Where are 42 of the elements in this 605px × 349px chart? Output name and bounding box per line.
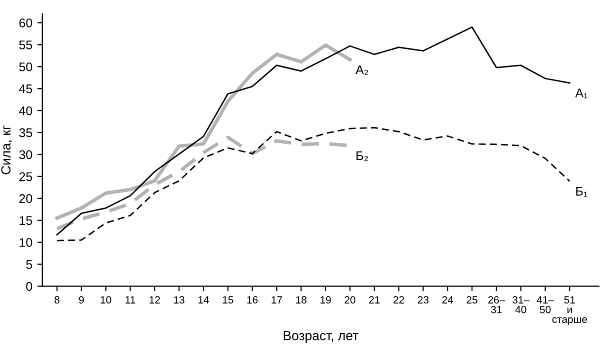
x-tick-label: 9	[79, 296, 84, 304]
series-label: Б₁	[576, 186, 588, 197]
line-series	[56, 126, 570, 242]
y-tick-label: 20	[19, 194, 32, 204]
series-label: Б₂	[356, 151, 368, 162]
y-tick-label: 25	[19, 172, 32, 182]
x-tick-label: 17	[272, 296, 282, 304]
y-tick-label: 55	[19, 40, 32, 50]
y-tick-label: 15	[20, 216, 32, 225]
x-tick-label: 8	[54, 296, 60, 304]
series-label: А₂	[356, 65, 368, 76]
y-tick-label: 5	[26, 260, 32, 269]
x-tick-label: 19	[320, 296, 331, 304]
y-tick-label: 10	[20, 238, 32, 247]
x-tick-label: 14	[198, 296, 209, 304]
y-tick-label: 60	[19, 18, 32, 28]
y-tick-label: 50	[19, 62, 32, 72]
x-tick-label: 18	[296, 296, 306, 304]
x-tick-label: 10	[100, 296, 112, 304]
x-tick-label: 24	[442, 296, 454, 304]
y-axis-title: Сила, кг	[1, 126, 12, 174]
series-label: А₁	[575, 88, 588, 98]
x-tick-label: 12	[150, 296, 160, 304]
x-tick-label: 26–31	[488, 296, 506, 314]
y-tick-label: 30	[19, 150, 32, 160]
x-tick-label: 16	[247, 296, 258, 304]
x-tick-label: 20	[344, 296, 356, 304]
x-tick-label: 31–40	[512, 296, 530, 314]
x-tick-label: 21	[369, 296, 380, 304]
x-tick-label: 51 и старше	[552, 296, 587, 326]
y-tick-label: 40	[19, 106, 32, 116]
x-tick-label: 11	[126, 296, 136, 304]
x-tick-label: 13	[174, 296, 184, 304]
y-tick-label: 45	[19, 84, 32, 94]
x-tick-label: 25	[466, 296, 478, 304]
x-axis-title: Возраст, лет	[284, 331, 358, 343]
y-tick-label: 35	[19, 128, 32, 138]
y-tick-label: 0	[26, 282, 32, 291]
x-tick-label: 22	[394, 296, 404, 304]
x-tick-label: 15	[222, 296, 234, 304]
line-series	[56, 26, 570, 236]
x-tick-label: 23	[418, 296, 429, 304]
